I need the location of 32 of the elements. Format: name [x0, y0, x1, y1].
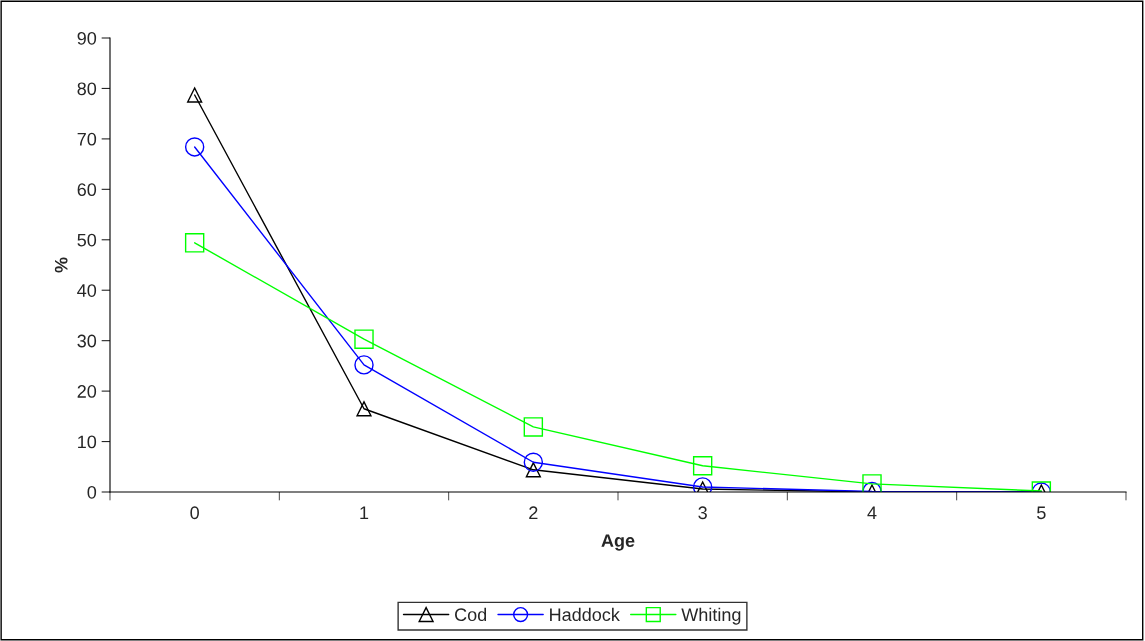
legend-label: Haddock [550, 607, 620, 622]
x-tick-label: 3 [698, 506, 707, 520]
x-tick-label: 4 [867, 506, 877, 519]
legend-label: Whiting [681, 607, 741, 625]
point [523, 417, 544, 437]
point [862, 474, 882, 492]
y-tick-label: 60 [77, 183, 97, 197]
point [187, 87, 203, 103]
point [525, 462, 541, 478]
point [184, 233, 205, 253]
x-axis-title: Age [601, 534, 635, 551]
point [354, 329, 374, 349]
point [354, 355, 374, 375]
point [692, 456, 713, 476]
y-tick-label: 0 [87, 485, 97, 499]
y-tick-label: 70 [77, 132, 97, 146]
point [184, 137, 205, 157]
y-axis-title: % [54, 257, 68, 273]
y-tick-label: 90 [77, 31, 97, 45]
legend-label: Cod [455, 607, 487, 622]
y-tick-label: 20 [77, 385, 97, 398]
point [356, 401, 372, 417]
y-tick-label: 40 [77, 284, 97, 297]
x-tick-label: 2 [529, 506, 538, 519]
y-tick-label: 10 [78, 435, 97, 449]
y-tick-label: 50 [77, 233, 97, 247]
y-tick-label: 80 [77, 82, 97, 96]
x-tick-label: 5 [1037, 506, 1046, 520]
point [523, 452, 544, 472]
x-tick-label: 1 [360, 506, 369, 519]
x-tick-label: 0 [190, 506, 199, 520]
y-tick-label: 30 [77, 334, 97, 348]
